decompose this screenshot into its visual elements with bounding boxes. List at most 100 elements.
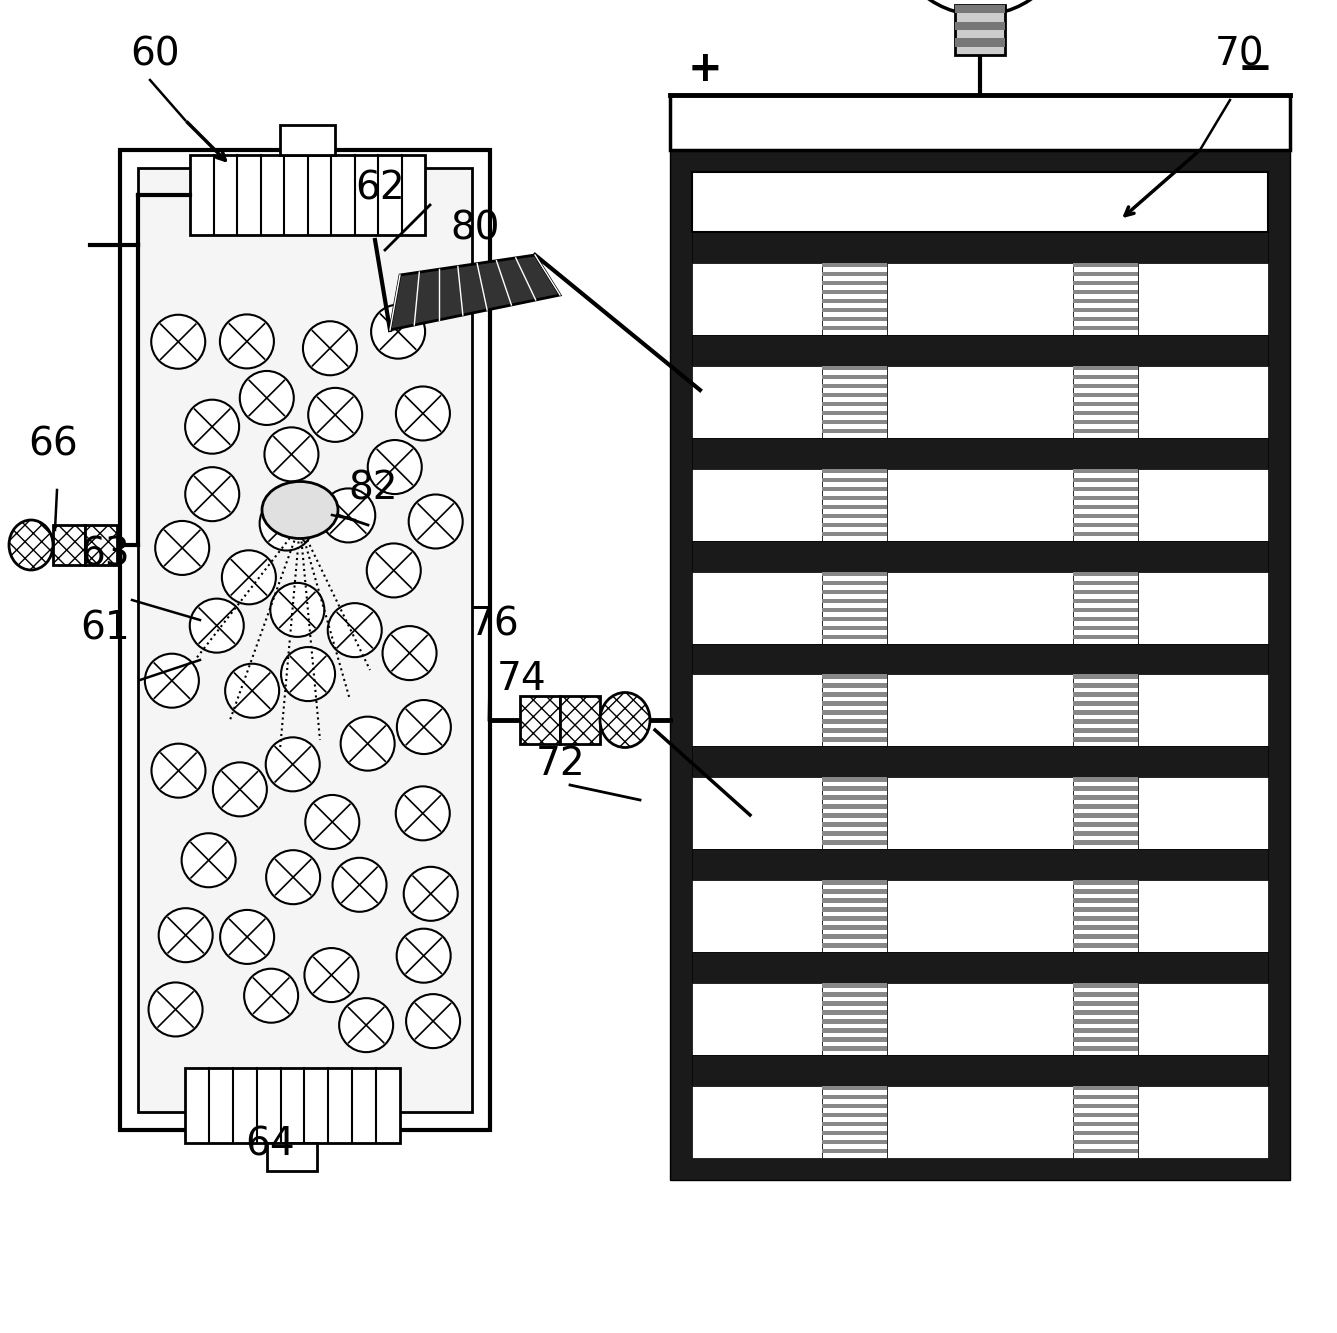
- Bar: [693, 335, 1267, 365]
- Bar: [1074, 581, 1138, 585]
- Bar: [822, 589, 886, 595]
- Bar: [1074, 916, 1138, 921]
- Bar: [1074, 674, 1138, 746]
- Bar: [693, 469, 822, 541]
- Bar: [1074, 898, 1138, 902]
- Circle shape: [328, 603, 382, 657]
- Bar: [822, 572, 886, 576]
- Bar: [53, 525, 86, 565]
- Bar: [886, 469, 1074, 541]
- Bar: [1074, 299, 1138, 304]
- Bar: [693, 541, 1267, 572]
- Bar: [822, 822, 886, 826]
- Circle shape: [190, 599, 243, 653]
- Bar: [822, 684, 886, 688]
- Bar: [1138, 365, 1267, 437]
- Bar: [560, 696, 600, 744]
- Bar: [1074, 1104, 1138, 1109]
- Bar: [822, 737, 886, 742]
- Bar: [1074, 411, 1138, 416]
- Circle shape: [396, 387, 451, 440]
- Bar: [1074, 513, 1138, 519]
- Bar: [1074, 272, 1138, 276]
- Bar: [1074, 317, 1138, 321]
- Bar: [693, 777, 822, 849]
- Circle shape: [404, 866, 457, 921]
- Bar: [693, 674, 822, 746]
- Circle shape: [159, 908, 213, 962]
- Bar: [1138, 777, 1267, 849]
- Bar: [1074, 822, 1138, 826]
- Circle shape: [186, 467, 239, 521]
- Bar: [1074, 692, 1138, 697]
- Bar: [1074, 674, 1138, 678]
- Bar: [822, 796, 886, 800]
- Text: 70: 70: [1215, 35, 1265, 73]
- Bar: [520, 696, 560, 744]
- Bar: [1074, 289, 1138, 295]
- Bar: [822, 317, 886, 321]
- Bar: [693, 984, 822, 1056]
- Bar: [822, 375, 886, 380]
- Circle shape: [259, 496, 314, 551]
- Bar: [693, 746, 1267, 777]
- Bar: [1074, 1046, 1138, 1050]
- Bar: [1074, 589, 1138, 595]
- Bar: [1074, 572, 1138, 576]
- Bar: [886, 674, 1074, 746]
- Bar: [1074, 934, 1138, 938]
- Bar: [822, 487, 886, 491]
- Bar: [822, 813, 886, 818]
- Text: 76: 76: [471, 605, 520, 643]
- Polygon shape: [390, 255, 560, 331]
- Text: −: −: [1237, 48, 1271, 91]
- Bar: [1074, 880, 1138, 885]
- Bar: [1074, 925, 1138, 929]
- Bar: [1074, 984, 1138, 988]
- Bar: [693, 365, 822, 437]
- Bar: [822, 263, 886, 268]
- Bar: [955, 5, 1005, 13]
- Bar: [822, 532, 886, 536]
- Bar: [822, 1122, 886, 1126]
- Bar: [1074, 840, 1138, 845]
- Text: 72: 72: [536, 745, 586, 782]
- Bar: [822, 777, 886, 782]
- Circle shape: [305, 948, 358, 1002]
- Circle shape: [151, 744, 206, 797]
- Text: 60: 60: [130, 35, 179, 73]
- Bar: [822, 496, 886, 500]
- Bar: [1074, 737, 1138, 742]
- Bar: [1074, 429, 1138, 433]
- Bar: [1074, 992, 1138, 997]
- Bar: [1138, 1086, 1267, 1158]
- Circle shape: [303, 321, 357, 376]
- Bar: [822, 1130, 886, 1136]
- Circle shape: [151, 315, 206, 369]
- Bar: [1074, 1020, 1138, 1024]
- Bar: [886, 984, 1074, 1056]
- Bar: [822, 281, 886, 285]
- Bar: [886, 1086, 1074, 1158]
- Bar: [822, 393, 886, 397]
- Circle shape: [225, 664, 279, 717]
- Circle shape: [245, 969, 298, 1022]
- Bar: [822, 898, 886, 902]
- Circle shape: [397, 700, 451, 754]
- Bar: [1074, 420, 1138, 424]
- Bar: [822, 992, 886, 997]
- Circle shape: [222, 551, 275, 604]
- Bar: [822, 1113, 886, 1117]
- Bar: [670, 95, 1290, 151]
- Bar: [693, 572, 822, 644]
- Bar: [1074, 796, 1138, 800]
- Bar: [1074, 477, 1138, 483]
- Bar: [1074, 777, 1138, 849]
- Bar: [670, 151, 1290, 1180]
- Ellipse shape: [262, 481, 338, 539]
- Bar: [822, 889, 886, 893]
- Circle shape: [890, 0, 1070, 15]
- Bar: [822, 365, 886, 437]
- Circle shape: [182, 833, 235, 888]
- Circle shape: [213, 762, 267, 816]
